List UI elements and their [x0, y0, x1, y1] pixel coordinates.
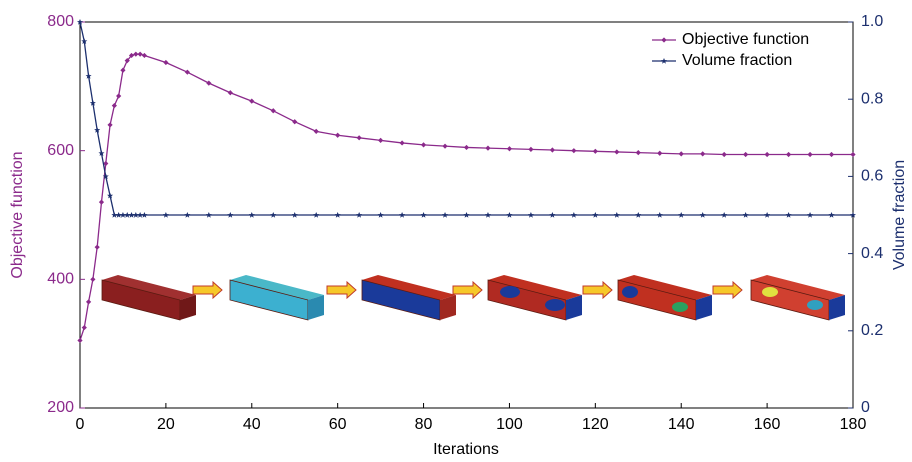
legend-label: Volume fraction: [682, 52, 792, 69]
chart: Iterations Objective function Volume fra…: [0, 0, 912, 462]
y-tick-label: 200: [47, 399, 74, 416]
y2-axis-label: Volume fraction: [891, 160, 908, 270]
arrow: [583, 282, 612, 298]
y2-tick-label: 0.8: [861, 90, 883, 107]
marker: [95, 245, 100, 250]
marker: [593, 149, 598, 154]
x-axis-label: Iterations: [433, 441, 499, 458]
x-tick-label: 40: [243, 416, 261, 433]
marker: [679, 151, 684, 156]
marker: [528, 147, 533, 152]
marker: [850, 152, 855, 157]
marker: [116, 93, 121, 98]
arrow: [453, 282, 482, 298]
marker: [292, 119, 297, 124]
marker: [507, 146, 512, 151]
x-tick-label: 0: [76, 416, 85, 433]
inset-2: [230, 275, 324, 320]
x-tick-label: 100: [496, 416, 523, 433]
y-tick-label: 600: [47, 142, 74, 159]
legend-label: Objective function: [682, 31, 809, 48]
marker: [314, 129, 319, 134]
arrow: [713, 282, 742, 298]
marker: [442, 144, 447, 149]
marker: [786, 152, 791, 157]
marker: [82, 325, 87, 330]
marker: [163, 60, 168, 65]
marker: [185, 70, 190, 75]
inset-4: [488, 275, 582, 320]
x-tick-label: 60: [329, 416, 347, 433]
marker: [142, 53, 147, 58]
marker: [378, 138, 383, 143]
x-tick-label: 160: [754, 416, 781, 433]
marker: [550, 147, 555, 152]
legend-marker: [661, 37, 666, 42]
x-tick-label: 180: [840, 416, 867, 433]
marker: [485, 145, 490, 150]
marker: [636, 150, 641, 155]
marker: [112, 103, 117, 108]
marker: [271, 108, 276, 113]
marker: [335, 133, 340, 138]
marker: [90, 277, 95, 282]
x-tick-label: 140: [668, 416, 695, 433]
marker: [77, 338, 82, 343]
x-tick-label: 120: [582, 416, 609, 433]
marker: [249, 99, 254, 104]
marker: [700, 151, 705, 156]
inset-1: [102, 275, 196, 320]
y2-tick-label: 1.0: [861, 13, 883, 30]
marker: [829, 152, 834, 157]
y2-tick-label: 0.2: [861, 322, 883, 339]
inset-6: [751, 275, 845, 320]
y2-tick-label: 0.4: [861, 245, 883, 262]
marker: [743, 152, 748, 157]
x-tick-label: 80: [415, 416, 433, 433]
marker: [421, 142, 426, 147]
marker: [228, 90, 233, 95]
marker: [206, 81, 211, 86]
marker: [86, 299, 91, 304]
marker: [657, 151, 662, 156]
inset-3: [362, 275, 456, 320]
inset-5: [618, 275, 712, 320]
marker: [357, 135, 362, 140]
marker: [807, 152, 812, 157]
marker: [99, 200, 104, 205]
y-axis-label: Objective function: [9, 151, 26, 278]
y2-tick-label: 0: [861, 399, 870, 416]
y-tick-label: 400: [47, 271, 74, 288]
y-tick-label: 800: [47, 13, 74, 30]
marker: [722, 152, 727, 157]
marker: [571, 148, 576, 153]
marker: [138, 52, 143, 57]
x-tick-label: 20: [157, 416, 175, 433]
series-line: [80, 22, 853, 215]
marker: [107, 122, 112, 127]
marker: [765, 152, 770, 157]
marker: [614, 149, 619, 154]
marker: [120, 68, 125, 73]
marker: [464, 145, 469, 150]
marker: [399, 140, 404, 145]
y2-tick-label: 0.6: [861, 168, 883, 185]
arrow: [193, 282, 222, 298]
arrow: [327, 282, 356, 298]
insets: [102, 275, 845, 320]
